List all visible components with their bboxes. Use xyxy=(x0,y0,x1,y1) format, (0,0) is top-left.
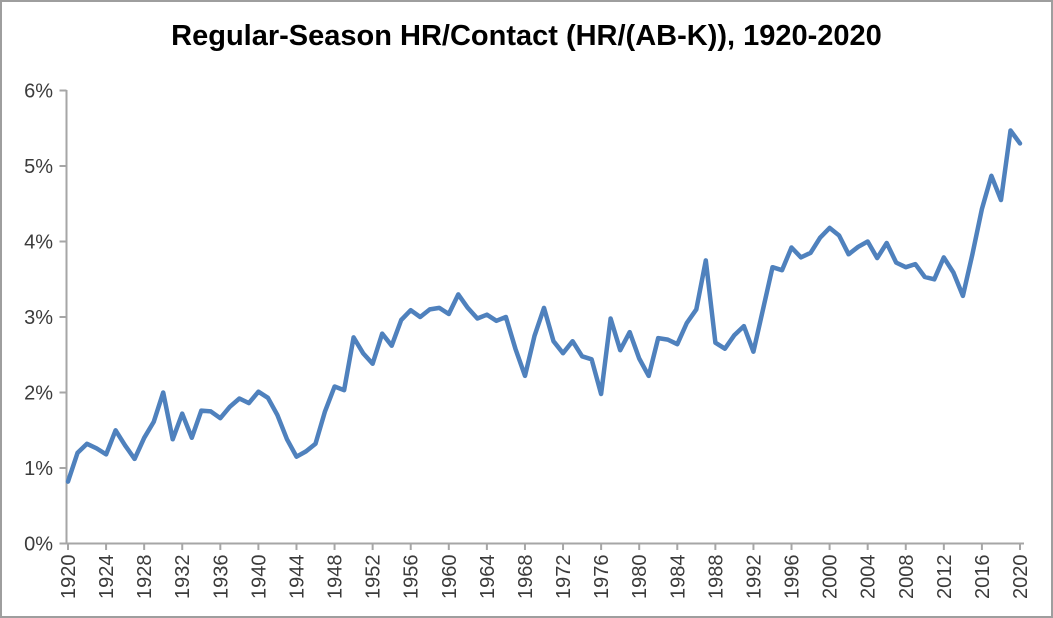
x-tick-label: 2008 xyxy=(896,555,918,600)
y-tick-label: 6% xyxy=(24,81,53,103)
tick-marks-group xyxy=(59,89,1021,550)
x-tick-label: 2016 xyxy=(972,554,994,599)
x-tick-label: 1948 xyxy=(325,555,347,600)
x-tick-label: 1976 xyxy=(591,555,613,600)
x-tick-label: 1964 xyxy=(477,555,499,600)
y-tick-label: 3% xyxy=(24,307,53,329)
y-tick-label: 5% xyxy=(24,156,53,178)
x-tick-label: 1932 xyxy=(172,555,194,600)
x-tick-label: 1968 xyxy=(515,555,537,600)
x-tick-label: 1920 xyxy=(58,555,80,600)
x-tick-label: 1952 xyxy=(363,555,385,600)
hr-contact-trend-line xyxy=(65,128,1023,484)
tick-labels-group: 0% 1% 2% 3% 4% 5% 6% 1920 1924 1928 1932 1936 1940 19… xyxy=(24,81,1032,600)
y-tick-label: 2% xyxy=(24,383,53,405)
x-tick-label: 1996 xyxy=(782,555,804,600)
x-tick-label: 1944 xyxy=(286,555,308,600)
x-tick-label: 1972 xyxy=(553,555,575,600)
x-tick-label: 1936 xyxy=(210,555,232,600)
x-tick-label: 1940 xyxy=(248,555,270,600)
x-tick-label: 1960 xyxy=(439,555,461,600)
x-tick-label: 2000 xyxy=(820,555,842,600)
x-tick-label: 1988 xyxy=(705,555,727,600)
x-tick-label: 1928 xyxy=(134,555,156,600)
x-tick-label: 1980 xyxy=(629,555,651,600)
x-tick-label: 2004 xyxy=(858,555,880,600)
x-tick-label: 1956 xyxy=(401,555,423,600)
chart-title: Regular-Season HR/Contact (HR/(AB-K)), 1… xyxy=(171,20,882,52)
x-tick-label: 1984 xyxy=(667,555,689,600)
x-tick-label: 2012 xyxy=(934,555,956,600)
x-tick-label: 1924 xyxy=(96,555,118,600)
y-tick-label: 0% xyxy=(24,534,53,556)
y-tick-label: 1% xyxy=(24,458,53,480)
x-tick-label: 1992 xyxy=(743,555,765,600)
x-tick-label: 2020 xyxy=(1010,555,1032,600)
y-tick-label: 4% xyxy=(24,232,53,254)
data-series-group xyxy=(65,128,1023,484)
